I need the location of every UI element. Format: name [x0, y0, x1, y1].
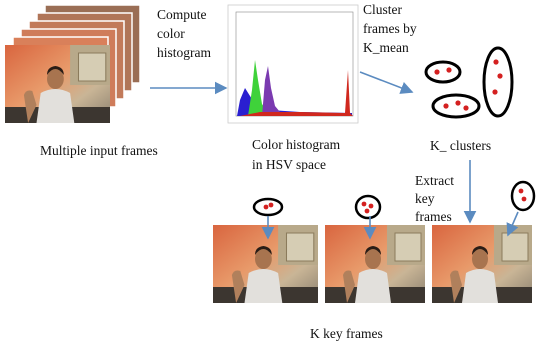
input-frames — [5, 5, 140, 123]
step-text: frames — [415, 209, 452, 224]
caption: Color histogram — [252, 137, 341, 152]
pipeline-diagram: Compute color histogram Cluster frames b… — [0, 0, 539, 343]
step-text: color — [157, 26, 185, 41]
arrow — [360, 72, 412, 92]
caption: Multiple input frames — [40, 143, 158, 158]
step-text: histogram — [157, 45, 211, 60]
step-text: Cluster — [363, 2, 403, 17]
step-text: K_mean — [363, 40, 409, 55]
histogram-figure — [228, 5, 358, 123]
step-text: Compute — [157, 7, 207, 22]
step-text: key — [415, 191, 435, 206]
clusters — [426, 48, 512, 117]
caption: in HSV space — [252, 157, 326, 172]
caption: K key frames — [310, 326, 383, 341]
step-text: frames by — [363, 21, 417, 36]
caption: K_ clusters — [430, 138, 491, 153]
step-text: Extract — [415, 173, 454, 188]
key-frames — [213, 182, 534, 303]
